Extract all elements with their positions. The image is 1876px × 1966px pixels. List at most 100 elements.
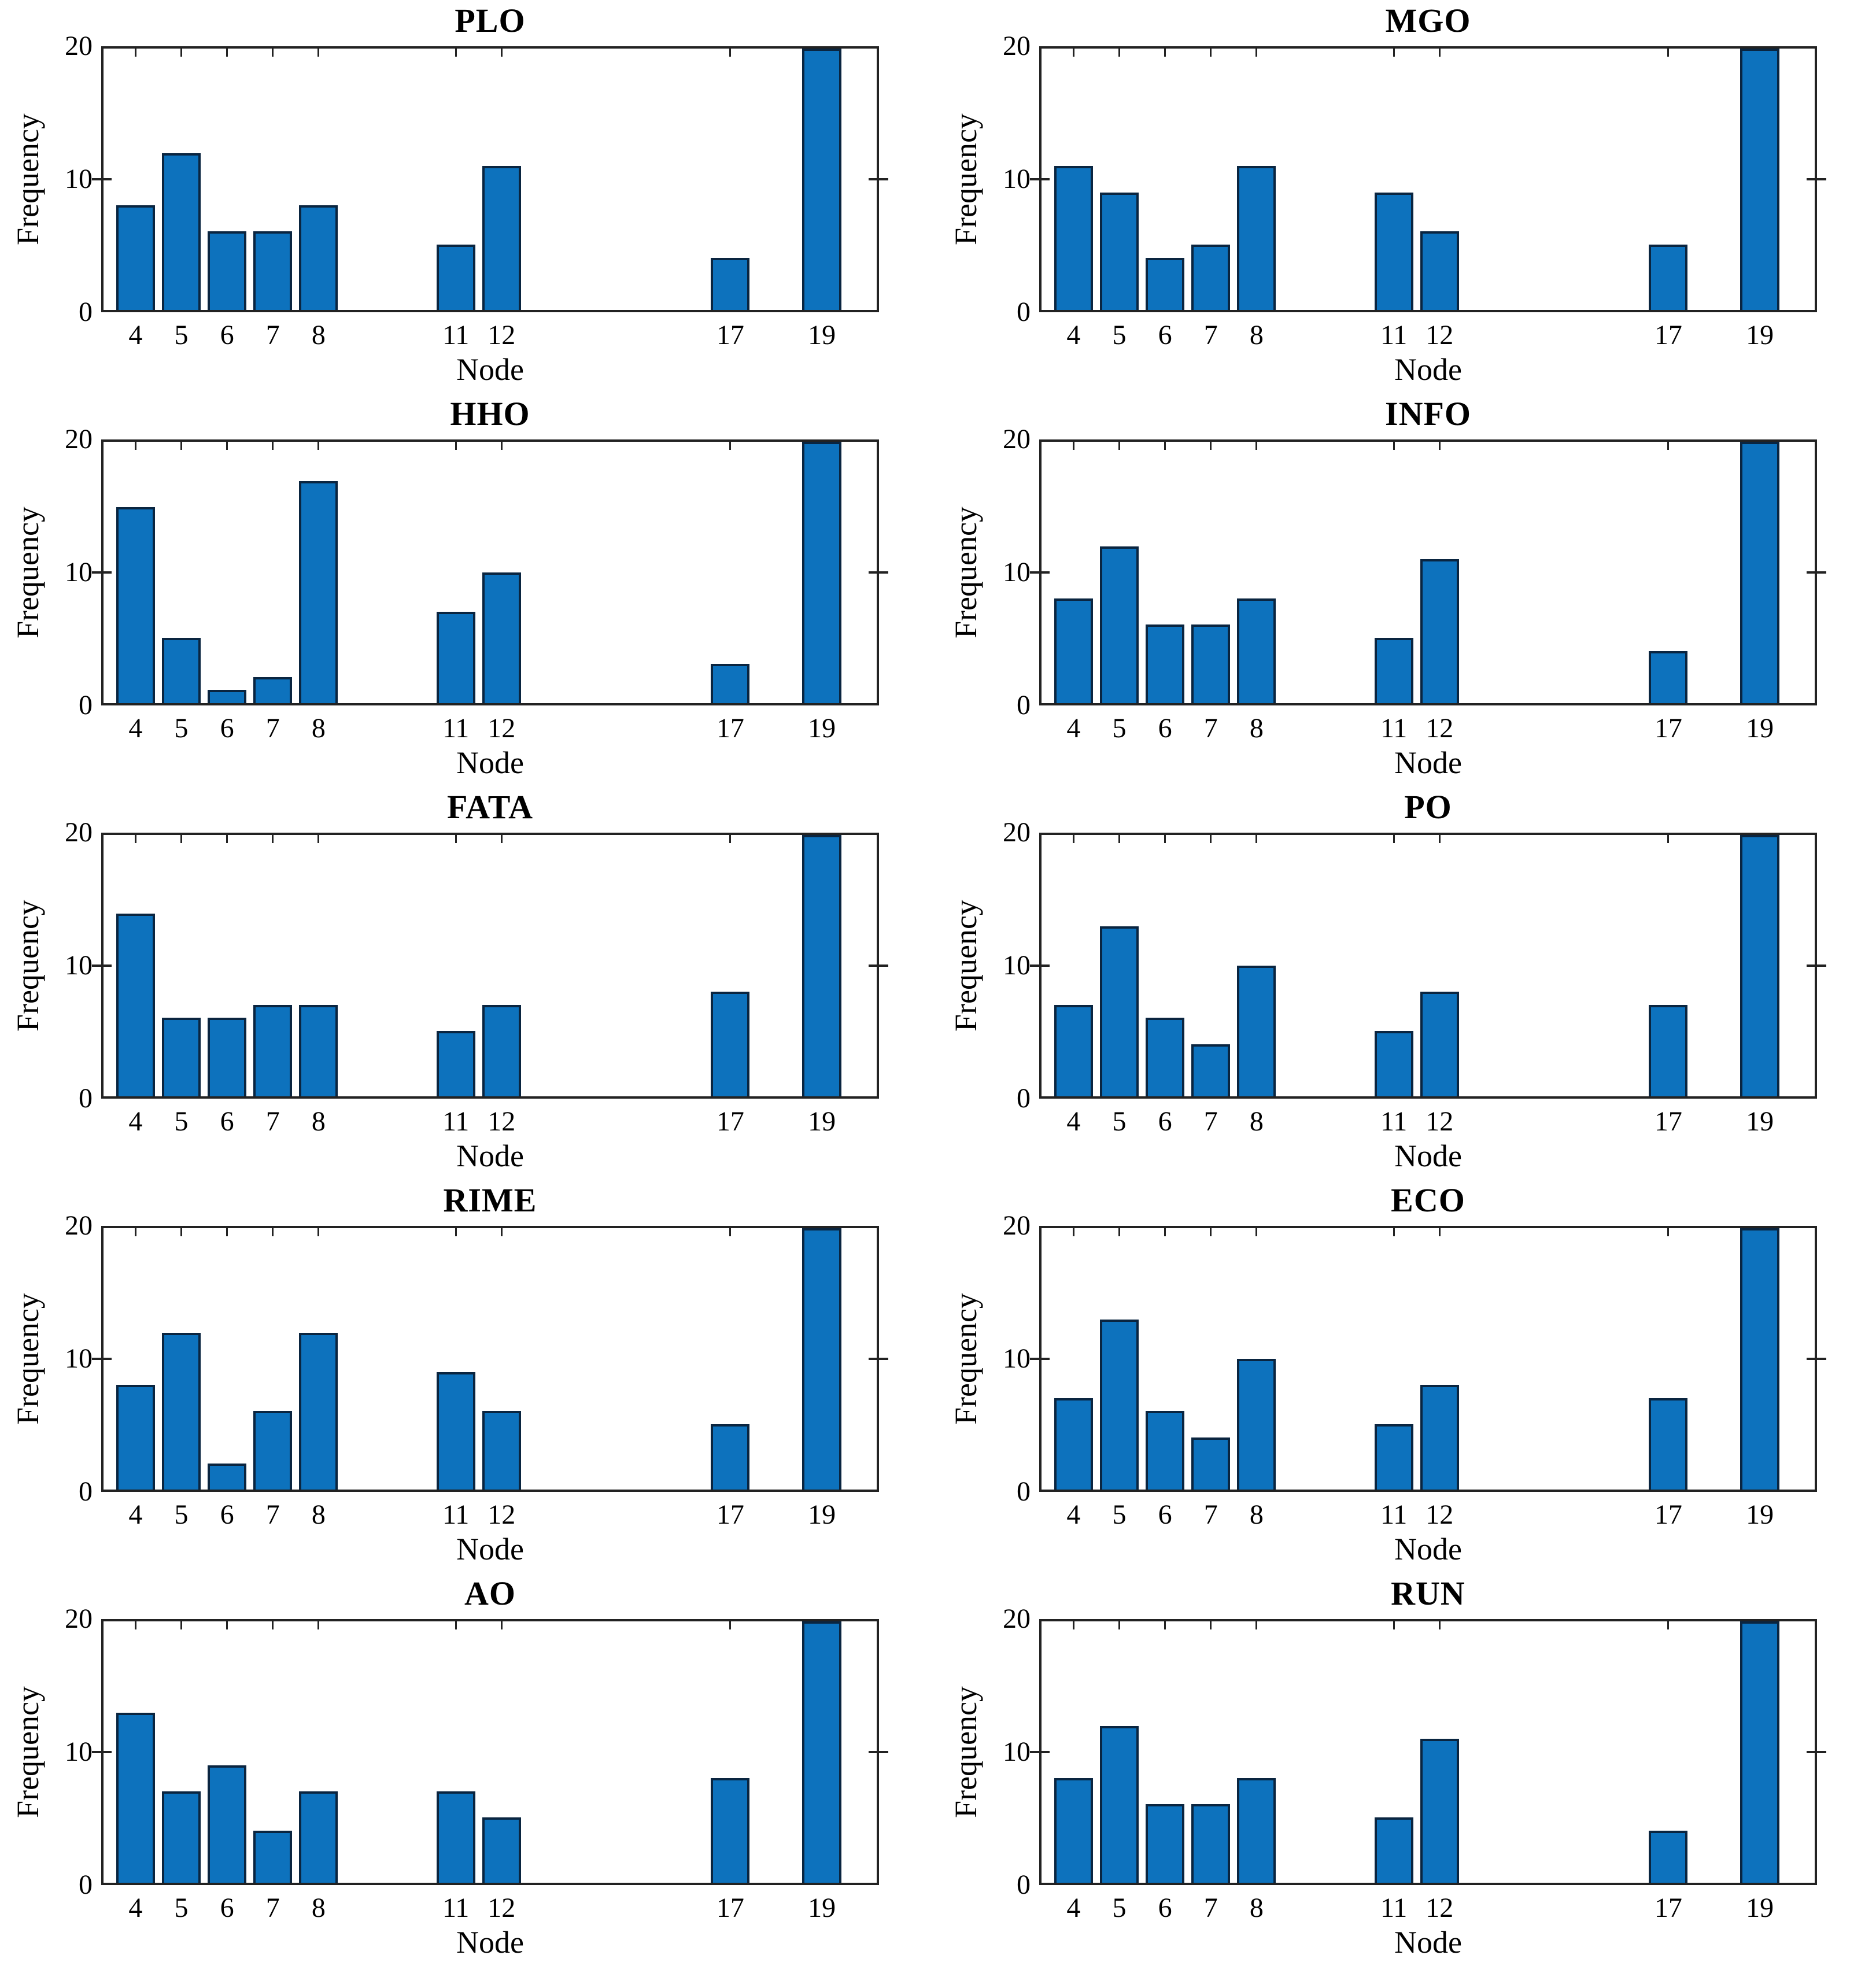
x-tick-label: 17	[1654, 320, 1682, 350]
x-tick-label: 6	[1158, 1499, 1172, 1530]
bar-node-5	[1099, 1726, 1139, 1883]
x-tick-label: 12	[1426, 1106, 1454, 1137]
chart-title-rime: RIME	[443, 1181, 537, 1219]
y-tick-mark	[1807, 1751, 1815, 1753]
x-tick-label: 6	[1158, 1106, 1172, 1137]
y-tick-label: 10	[1003, 164, 1031, 194]
bar-node-6	[1145, 624, 1185, 703]
x-tick-label: 19	[1746, 1499, 1774, 1530]
x-tick-label: 8	[1249, 1499, 1264, 1530]
x-tick-mark	[1393, 1228, 1395, 1236]
x-axis-label: Node	[1394, 745, 1462, 780]
subplot-rime: RIME Frequency 0 10 20 4 5 6 7 8 11 12 17 19 Node	[0, 1180, 938, 1573]
y-tick-label: 0	[79, 1869, 93, 1900]
plot-area	[92, 1619, 888, 1885]
x-tick-mark	[180, 442, 182, 450]
bar-node-12	[482, 1817, 521, 1883]
bar-node-19	[1740, 835, 1779, 1096]
x-tick-label: 8	[1249, 1106, 1264, 1137]
subplot-plo: PLO Frequency 0 10 20 4 5 6 7 8 11 12 17 19 Node	[0, 0, 938, 393]
x-tick-mark	[455, 49, 457, 57]
y-tick-mark	[1042, 1358, 1050, 1360]
bar-node-7	[253, 1411, 293, 1490]
x-tick-mark	[1210, 49, 1212, 57]
y-tick-mark	[1042, 571, 1050, 574]
bar-node-17	[711, 992, 750, 1096]
bar-node-6	[1145, 258, 1185, 310]
y-tick-label: 20	[1003, 1603, 1031, 1634]
x-tick-label: 4	[1066, 1106, 1081, 1137]
y-tick-label: 0	[1017, 1476, 1031, 1507]
y-tick-label: 0	[79, 1083, 93, 1114]
plot-area	[92, 46, 888, 312]
bar-node-4	[116, 507, 155, 703]
y-tick-label: 10	[65, 557, 93, 587]
x-tick-mark	[1164, 835, 1166, 843]
x-tick-label: 8	[1249, 1893, 1264, 1923]
x-tick-label: 17	[1654, 1893, 1682, 1923]
x-tick-label: 11	[442, 1893, 470, 1923]
x-tick-mark	[1438, 49, 1441, 57]
x-tick-label: 12	[488, 320, 516, 350]
x-tick-label: 7	[1203, 713, 1218, 744]
x-tick-label: 17	[716, 1499, 744, 1530]
bar-node-4	[116, 914, 155, 1096]
y-tick-mark	[879, 178, 888, 180]
x-tick-label: 19	[1746, 713, 1774, 744]
y-tick-mark	[1030, 571, 1039, 574]
bar-node-12	[482, 166, 521, 310]
y-tick-mark	[869, 1358, 877, 1360]
x-tick-label: 19	[808, 713, 836, 744]
x-tick-mark	[1118, 835, 1120, 843]
bar-node-6	[207, 1464, 247, 1490]
bar-node-8	[299, 481, 338, 703]
y-tick-mark	[1030, 964, 1039, 967]
x-tick-label: 6	[220, 1893, 234, 1923]
bar-node-19	[1740, 1621, 1779, 1883]
bar-node-7	[253, 231, 293, 310]
bar-node-6	[207, 1765, 247, 1883]
bar-node-17	[1649, 651, 1688, 703]
x-tick-label: 12	[488, 713, 516, 744]
bar-node-4	[1054, 1778, 1093, 1883]
bar-node-11	[1374, 1031, 1413, 1096]
x-tick-label: 17	[1654, 1499, 1682, 1530]
bar-node-7	[1191, 1044, 1231, 1096]
x-tick-label: 7	[1203, 320, 1218, 350]
x-tick-label: 7	[265, 1499, 280, 1530]
y-tick-label: 20	[1003, 424, 1031, 454]
y-tick-mark	[92, 964, 101, 967]
bar-node-17	[1649, 245, 1688, 310]
y-tick-label: 10	[1003, 1343, 1031, 1374]
x-tick-mark	[1072, 835, 1074, 843]
y-tick-mark	[879, 571, 888, 574]
x-tick-mark	[1164, 442, 1166, 450]
bar-node-11	[1374, 1424, 1413, 1490]
plot-area	[1030, 1226, 1826, 1492]
y-tick-label: 0	[79, 297, 93, 327]
subplot-eco: ECO Frequency 0 10 20 4 5 6 7 8 11 12 17 19 Node	[938, 1180, 1876, 1573]
x-tick-label: 8	[311, 713, 326, 744]
y-tick-mark	[104, 178, 112, 180]
x-tick-mark	[1393, 1621, 1395, 1629]
bar-node-17	[711, 1778, 750, 1883]
x-tick-label: 7	[265, 320, 280, 350]
x-tick-mark	[500, 442, 503, 450]
x-tick-label: 17	[716, 1106, 744, 1137]
x-tick-mark	[455, 835, 457, 843]
bar-node-4	[1054, 598, 1093, 703]
bar-node-5	[161, 1333, 201, 1490]
x-tick-mark	[272, 1228, 274, 1236]
x-tick-mark	[500, 1621, 503, 1629]
y-tick-mark	[92, 1358, 101, 1360]
bar-node-8	[1237, 598, 1276, 703]
x-tick-label: 6	[1158, 713, 1172, 744]
x-tick-mark	[226, 1228, 228, 1236]
x-tick-label: 17	[716, 320, 744, 350]
bar-node-17	[711, 664, 750, 703]
x-tick-label: 11	[1380, 1106, 1408, 1137]
bar-node-17	[1649, 1005, 1688, 1096]
bar-node-5	[1099, 193, 1139, 310]
y-tick-mark	[869, 178, 877, 180]
